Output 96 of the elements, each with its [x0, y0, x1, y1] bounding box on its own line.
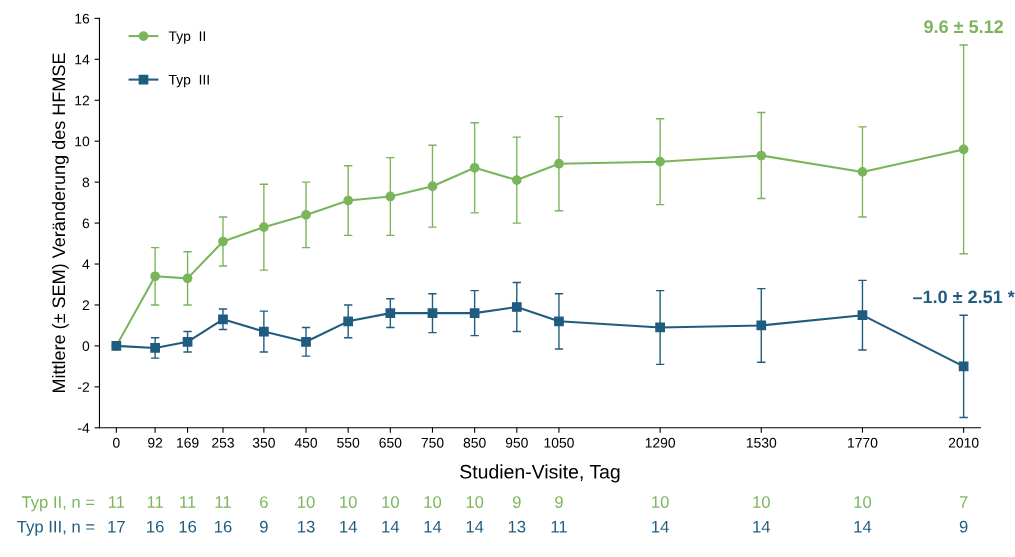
text: 10: [854, 496, 872, 508]
point: [150, 343, 160, 353]
point: [756, 150, 767, 161]
x-tick-label: 253: [212, 437, 234, 448]
text: Typ III, n =: [17, 520, 95, 536]
y-tick-label: 6: [82, 218, 90, 229]
text: 13: [508, 520, 526, 533]
text: 14: [854, 520, 872, 533]
text: 14: [340, 520, 357, 533]
text: 14: [753, 520, 771, 533]
point: [343, 316, 354, 327]
text: 11: [108, 496, 125, 508]
point: [469, 162, 480, 173]
text: 9: [959, 520, 968, 533]
x-tick-label: 2010: [948, 437, 979, 448]
point: [511, 302, 522, 312]
text: 14: [652, 520, 669, 533]
text: 11: [551, 520, 567, 533]
y-tick-label: -4: [78, 423, 90, 433]
x-tick-label: 450: [294, 437, 318, 448]
text: 11: [147, 496, 163, 508]
point: [218, 314, 228, 325]
legend-label: Typ II: [168, 31, 206, 44]
x-tick-label: 0: [113, 437, 120, 448]
text: 11: [215, 496, 231, 508]
text: 17: [108, 520, 125, 533]
point: [511, 175, 522, 185]
text: 10: [382, 496, 399, 508]
y-tick-label: -2: [78, 382, 90, 392]
point: [259, 326, 269, 337]
x-axis-title: Studien-Visite, Tag: [460, 464, 620, 483]
x-tick-label: 950: [505, 437, 528, 448]
point: [218, 236, 228, 247]
x-tick-label: 550: [337, 437, 360, 448]
y-tick-label: 14: [75, 54, 90, 65]
x-tick-label: 650: [379, 437, 402, 448]
annotation: 9.6 ± 5.12: [924, 20, 1003, 34]
point: [385, 191, 396, 202]
text: Typ II, n =: [21, 496, 95, 512]
x-tick-label: 850: [463, 437, 486, 448]
point: [385, 308, 396, 319]
point: [857, 167, 868, 177]
text: 13: [298, 520, 315, 533]
point: [182, 336, 193, 347]
y-axis-title: Mittlere (± SEM) Veränderung des HFMSE: [51, 53, 69, 393]
point: [259, 222, 269, 233]
point: [655, 322, 665, 333]
point: [427, 308, 438, 319]
text: 11: [180, 496, 196, 508]
point: [554, 158, 564, 169]
x-tick-label: 750: [421, 437, 444, 448]
text: 14: [424, 520, 442, 533]
point: [427, 181, 438, 192]
text: 9: [555, 496, 563, 508]
text: 10: [652, 496, 669, 508]
point: [343, 195, 354, 206]
text: 16: [147, 520, 164, 533]
annotation: –1.0 ± 2.51 *: [913, 290, 1015, 304]
text: 16: [214, 520, 232, 533]
point: [756, 320, 767, 331]
x-tick-label: 1290: [645, 437, 676, 448]
point: [958, 144, 969, 155]
point: [301, 210, 311, 220]
text: 9: [512, 496, 521, 508]
y-tick-label: 2: [82, 300, 90, 310]
text: 16: [179, 520, 197, 533]
point: [469, 308, 480, 319]
y-tick-label: 12: [75, 95, 90, 106]
legend-label: Typ III: [168, 74, 209, 88]
point: [301, 336, 311, 347]
text: 10: [424, 496, 442, 508]
point: [150, 271, 160, 282]
point: [655, 156, 665, 167]
y-tick-label: 10: [75, 136, 90, 147]
y-tick-label: 8: [82, 177, 90, 188]
x-tick-label: 92: [148, 437, 163, 448]
text: 14: [466, 520, 484, 533]
text: 10: [753, 496, 770, 508]
y-tick-label: 16: [75, 13, 90, 24]
text: 10: [298, 496, 315, 508]
x-tick-label: 1530: [746, 437, 777, 448]
point: [857, 310, 868, 321]
point: [554, 316, 564, 327]
text: 7: [959, 496, 968, 508]
x-tick-label: 1770: [848, 437, 878, 448]
x-tick-label: 350: [252, 437, 275, 448]
y-tick-label: 0: [82, 341, 90, 352]
text: 6: [260, 496, 268, 508]
text: 14: [382, 520, 400, 533]
text: 10: [340, 496, 357, 508]
x-tick-label: 169: [177, 437, 199, 448]
x-tick-label: 1050: [544, 437, 574, 448]
y-tick-label: 4: [82, 259, 90, 270]
text: 9: [260, 520, 268, 533]
point: [182, 273, 193, 284]
text: 10: [466, 496, 484, 508]
